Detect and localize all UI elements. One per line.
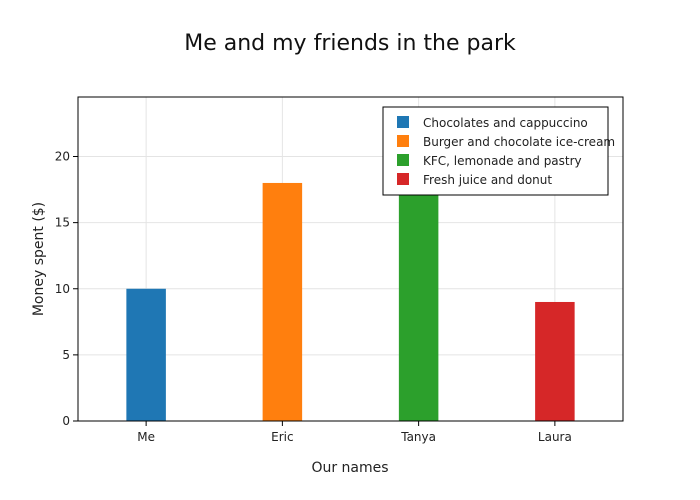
- bar-eric[interactable]: [262, 182, 303, 421]
- y-tick-label: 15: [55, 216, 70, 230]
- chart-title: Me and my friends in the park: [184, 31, 516, 56]
- legend[interactable]: Chocolates and cappuccino Burger and choc…: [382, 106, 615, 196]
- y-tick-label: 10: [55, 282, 70, 296]
- x-tick-label: Tanya: [400, 430, 436, 444]
- legend-box: [382, 106, 609, 196]
- y-tick-label: 0: [62, 414, 70, 428]
- x-tick-label: Laura: [538, 430, 572, 444]
- legend-swatch: [397, 154, 409, 166]
- legend-item-label[interactable]: Chocolates and cappuccino: [423, 116, 588, 130]
- y-tick-label: 5: [62, 348, 70, 362]
- x-tick-label: Me: [137, 430, 155, 444]
- bar-laura[interactable]: [535, 301, 575, 421]
- x-axis-title: Our names: [311, 460, 388, 476]
- legend-item-label[interactable]: KFC, lemonade and pastry: [423, 154, 582, 168]
- x-axis-ticks: Me Eric Tanya Laura: [137, 421, 572, 444]
- y-axis-ticks: 0 5 10 15 20: [55, 150, 78, 428]
- legend-swatch: [397, 116, 409, 128]
- bar-tanya[interactable]: [398, 182, 439, 421]
- y-axis-title: Money spent ($): [31, 202, 47, 316]
- legend-swatch: [397, 173, 409, 185]
- legend-item-label[interactable]: Fresh juice and donut: [423, 173, 552, 187]
- legend-swatch: [397, 135, 409, 147]
- bars: [126, 182, 575, 421]
- plot-frame: [77, 96, 624, 422]
- x-tick-label: Eric: [271, 430, 293, 444]
- legend-item-label[interactable]: Burger and chocolate ice-cream: [423, 135, 615, 149]
- bar-me[interactable]: [126, 288, 166, 421]
- y-tick-label: 20: [55, 150, 70, 164]
